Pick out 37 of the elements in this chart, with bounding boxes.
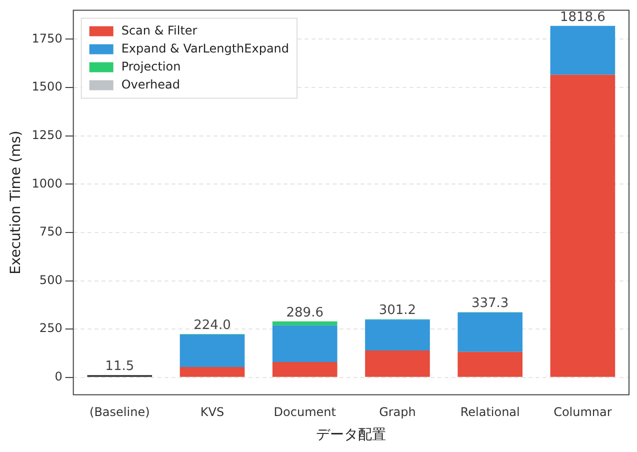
total-label: 289.6 — [286, 305, 324, 320]
x-tick-label: KVS — [200, 405, 224, 420]
x-tick-label: (Baseline) — [90, 405, 150, 420]
x-tick-label: Graph — [379, 405, 416, 420]
legend-label: Projection — [121, 59, 181, 74]
y-tick-label: 1000 — [32, 176, 62, 190]
y-tick-label: 250 — [39, 321, 62, 336]
bar — [365, 350, 430, 377]
total-label: 1818.6 — [560, 10, 606, 25]
x-tick-label: Columnar — [554, 405, 612, 420]
x-tick-label: Relational — [460, 405, 520, 420]
x-axis-title: データ配置 — [316, 427, 386, 444]
total-label: 301.2 — [378, 303, 416, 318]
bar — [365, 320, 430, 351]
total-label: 11.5 — [105, 359, 134, 374]
y-tick-label: 1500 — [32, 80, 62, 94]
x-tick-label: Document — [274, 405, 336, 420]
bar — [550, 74, 616, 377]
bar — [180, 366, 245, 377]
bar — [272, 362, 338, 377]
legend-label: Expand & VarLengthExpand — [121, 41, 290, 56]
y-tick-label: 0 — [54, 370, 62, 384]
total-label: 337.3 — [471, 296, 509, 312]
bar — [180, 334, 245, 367]
y-tick-label: 1750 — [32, 31, 62, 46]
y-tick-label: 1250 — [32, 128, 62, 142]
total-label: 224.0 — [194, 318, 231, 333]
legend-label: Overhead — [121, 77, 180, 92]
bar — [550, 26, 616, 75]
y-tick-label: 500 — [39, 272, 62, 287]
y-axis-title: Execution Time (ms) — [8, 130, 24, 274]
legend-label: Scan & Filter — [121, 23, 198, 38]
bar — [272, 325, 338, 362]
bar — [272, 321, 338, 326]
bar — [458, 312, 522, 352]
y-tick-label: 750 — [39, 224, 62, 239]
bar — [458, 352, 522, 377]
